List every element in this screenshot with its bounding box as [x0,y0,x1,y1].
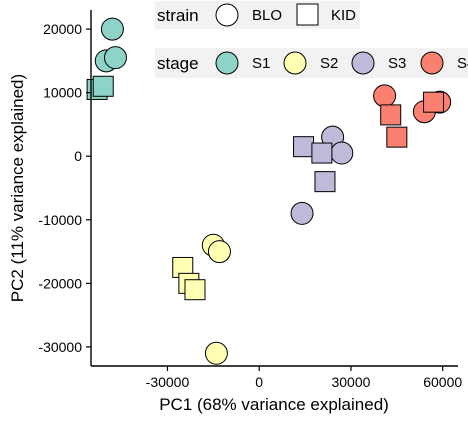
y-tick-label: 10000 [43,85,82,101]
x-axis-ticks: -30000 0 30000 60000 [146,366,462,390]
data-point-s2-blo [204,341,228,365]
y-tick-label: -10000 [38,212,82,228]
data-point-s2-kid [184,279,206,301]
data-point-s3-blo [290,201,314,225]
y-tick-label: -20000 [38,275,82,291]
legend-circle-key [215,3,239,27]
x-tick-label: 60000 [423,374,462,390]
y-tick-label: 0 [74,148,82,164]
data-point-s3-kid [314,171,336,193]
legend-strain-title: strain [157,6,199,25]
legend-stage-title: stage [157,54,199,73]
legend-stage-key-s4 [420,51,444,75]
legend-stage-label-s1: S1 [252,55,270,72]
legend-square-key [296,3,319,26]
legend-stage-background [155,48,468,78]
legend-stage-label-s2: S2 [320,55,338,72]
legend-stage-key-s3 [351,51,375,75]
data-point-s3-kid [293,136,315,158]
data-point-s4-kid [423,91,445,113]
data-point-s4-kid [386,126,408,148]
data-point-s4-kid [380,104,402,126]
legend-strain: strain BLO KID [155,1,360,29]
data-point-s3-blo [330,141,354,165]
y-axis-title: PC2 (11% variance explained) [8,74,27,302]
legend-strain-label-blo: BLO [252,7,282,24]
y-tick-label: -30000 [38,339,82,355]
data-point-s1-blo [100,17,124,41]
legend-stage: stage S1 S2 S3 S4 [155,48,468,78]
legend-stage-key-s2 [283,51,307,75]
legend-strain-label-kid: KID [331,7,356,24]
plot-points [86,17,452,365]
legend-stage-label-s4: S4 [457,55,468,72]
data-point-s4-blo [373,84,397,108]
legend-stage-label-s3: S3 [388,55,406,72]
legend-strain-background [155,1,360,29]
y-axis-ticks: 20000 10000 0 -10000 -20000 -30000 [38,21,91,355]
x-tick-label: -30000 [146,374,190,390]
data-point-s1-kid [92,75,114,97]
x-axis-title: PC1 (68% variance explained) [159,395,389,414]
x-tick-label: 30000 [331,374,370,390]
data-point-s3-kid [311,142,333,164]
data-point-s1-blo [103,46,127,70]
data-point-s2-blo [207,240,231,264]
legend-stage-key-s1 [215,51,239,75]
x-tick-label: 0 [255,374,263,390]
y-tick-label: 20000 [43,21,82,37]
